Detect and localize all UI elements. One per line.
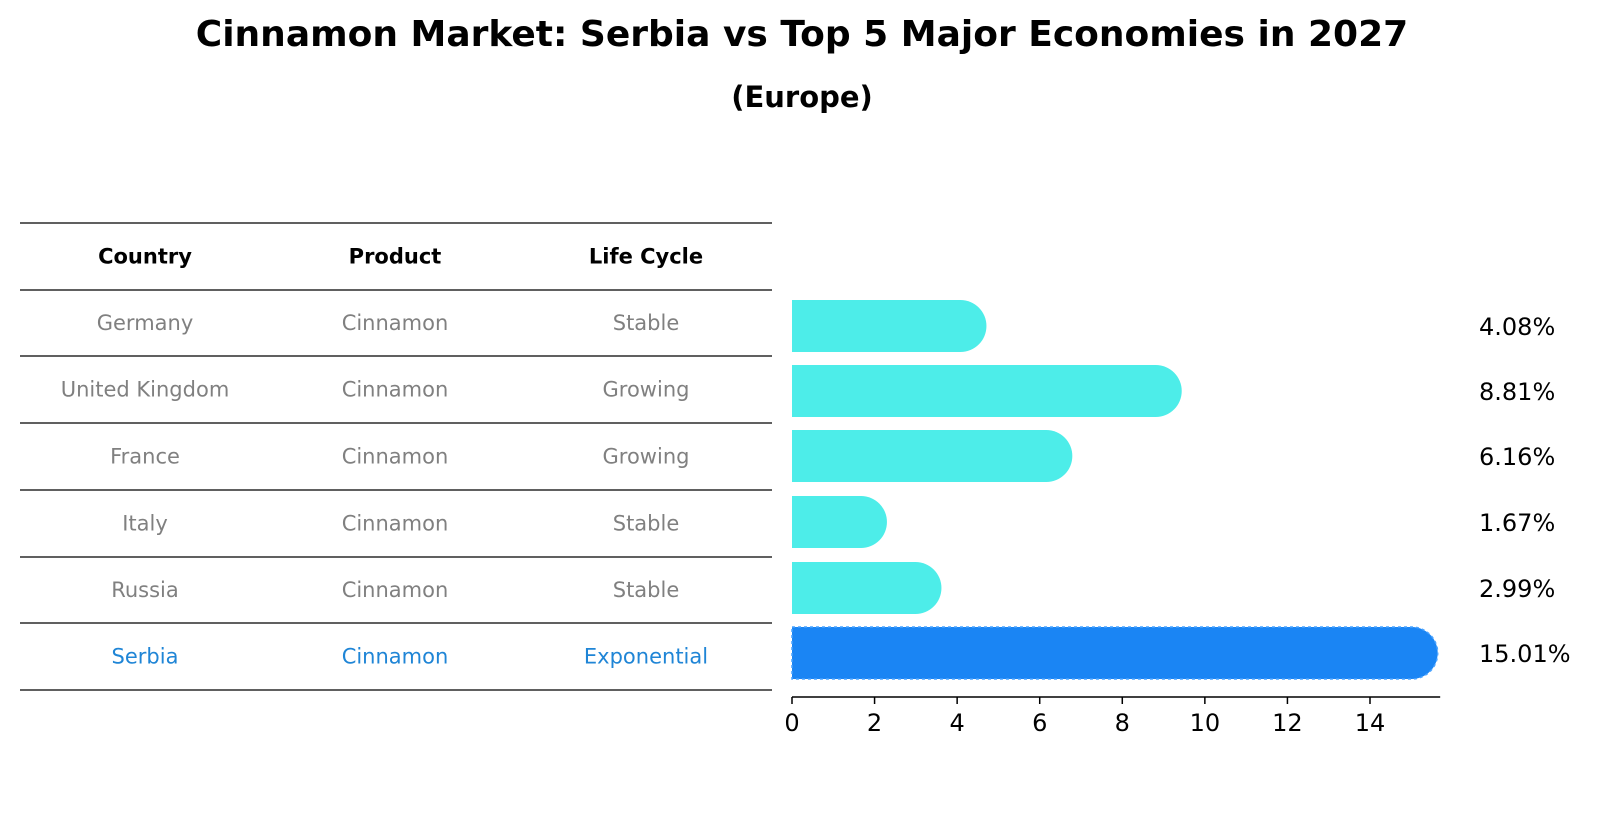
bar-value-label: 1.67% bbox=[1479, 509, 1555, 537]
bar-value-label: 8.81% bbox=[1479, 378, 1555, 406]
table-cell: Cinnamon bbox=[342, 512, 449, 536]
table-cell: Russia bbox=[111, 578, 179, 602]
table-cell: Italy bbox=[122, 512, 168, 536]
x-tick-label: 14 bbox=[1355, 709, 1386, 737]
x-tick-label: 12 bbox=[1272, 709, 1303, 737]
table-cell: Cinnamon bbox=[342, 378, 449, 402]
table-header-cell: Life Cycle bbox=[589, 245, 703, 269]
table-cell: Growing bbox=[603, 378, 690, 402]
bar-value-label: 4.08% bbox=[1479, 313, 1555, 341]
table-cell: Stable bbox=[613, 512, 680, 536]
table-cell: Cinnamon bbox=[342, 311, 449, 335]
x-tick-label: 4 bbox=[950, 709, 965, 737]
table-cell: France bbox=[110, 445, 180, 469]
bar-value-label: 15.01% bbox=[1479, 640, 1571, 668]
table-header-cell: Product bbox=[349, 245, 442, 269]
x-tick-label: 8 bbox=[1115, 709, 1130, 737]
x-tick-label: 0 bbox=[784, 709, 799, 737]
bar-italy bbox=[792, 496, 887, 548]
bar-united-kingdom bbox=[792, 365, 1182, 417]
bar-value-label: 6.16% bbox=[1479, 443, 1555, 471]
chart-title: Cinnamon Market: Serbia vs Top 5 Major E… bbox=[195, 14, 1409, 55]
chart-subtitle: (Europe) bbox=[731, 80, 873, 114]
bar-serbia bbox=[791, 626, 1439, 680]
table-cell: Stable bbox=[613, 311, 680, 335]
bar-value-label: 2.99% bbox=[1479, 575, 1555, 603]
table-cell: Germany bbox=[97, 311, 194, 335]
table-cell: Stable bbox=[613, 578, 680, 602]
x-tick-label: 2 bbox=[867, 709, 882, 737]
bar-france bbox=[792, 430, 1073, 482]
x-tick-label: 10 bbox=[1190, 709, 1221, 737]
table-cell: Exponential bbox=[584, 645, 708, 669]
table-cell: United Kingdom bbox=[61, 378, 230, 402]
table-header-cell: Country bbox=[98, 245, 192, 269]
x-tick-label: 6 bbox=[1032, 709, 1047, 737]
table-cell: Cinnamon bbox=[342, 645, 449, 669]
bar-germany bbox=[792, 300, 987, 352]
table-cell: Growing bbox=[603, 445, 690, 469]
table-cell: Serbia bbox=[112, 645, 179, 669]
bar-russia bbox=[792, 562, 942, 614]
table-cell: Cinnamon bbox=[342, 578, 449, 602]
table-cell: Cinnamon bbox=[342, 445, 449, 469]
